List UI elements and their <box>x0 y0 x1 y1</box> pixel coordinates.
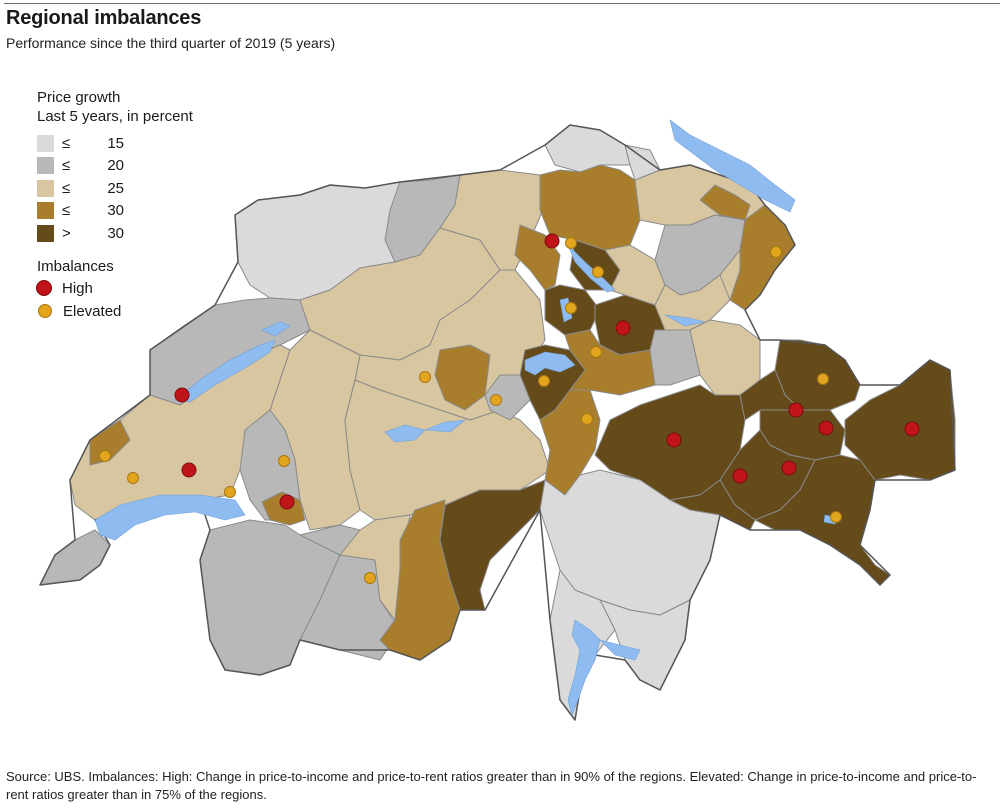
lake-geneva <box>94 494 246 541</box>
marker-high <box>279 494 295 510</box>
regions <box>39 124 956 721</box>
marker-elevated <box>565 302 577 314</box>
legend-class-1: ≤ 15 <box>37 132 193 155</box>
lake-lugano <box>599 639 641 661</box>
region-sarganserland <box>649 329 701 386</box>
marker-elevated <box>590 346 602 358</box>
legend-operator: ≤ <box>62 157 71 175</box>
top-rule <box>4 3 1000 4</box>
legend-class-4: ≤ 30 <box>37 200 193 223</box>
marker-elevated <box>770 246 782 258</box>
legend-swatch <box>37 134 54 152</box>
legend-swatch <box>37 157 54 175</box>
legend-imbalance-label: Elevated <box>63 302 122 320</box>
marker-high <box>544 233 560 249</box>
lake-lucerne <box>524 351 576 376</box>
legend-value: 20 <box>107 157 124 175</box>
marker-high <box>615 320 631 336</box>
lake-neuchatel <box>174 339 276 403</box>
marker-elevated <box>127 472 139 484</box>
legend-title-line1: Price growth <box>37 89 121 106</box>
region-obwalden <box>484 374 531 421</box>
marker-elevated <box>224 486 236 498</box>
legend-operator: ≤ <box>62 202 71 220</box>
marker-high <box>904 421 920 437</box>
marker-high <box>788 402 804 418</box>
legend-operator: ≤ <box>62 179 71 197</box>
marker-elevated <box>364 572 376 584</box>
lake-walen <box>664 314 706 327</box>
legend-imbalance-elevated: Elevated <box>37 300 193 323</box>
region-schaffhausen <box>544 124 631 173</box>
lake-maggiore <box>567 619 601 716</box>
marker-high <box>181 462 197 478</box>
legend-value: 15 <box>107 134 124 152</box>
legend-dot-high <box>36 280 52 296</box>
lake-constance <box>669 119 796 213</box>
lake-thun <box>384 424 426 443</box>
legend-dot-elevated <box>38 304 52 318</box>
marker-elevated <box>419 371 431 383</box>
legend-class-2: ≤ 20 <box>37 155 193 178</box>
legend-value: 30 <box>107 202 124 220</box>
legend-imbalance-high: High <box>36 277 193 300</box>
marker-elevated <box>830 511 842 523</box>
legend-operator: > <box>62 224 71 242</box>
legend-operator: ≤ <box>62 134 71 152</box>
legend: Price growth Last 5 years, in percent ≤ … <box>36 88 193 323</box>
legend-imbalances-title: Imbalances <box>37 257 114 275</box>
region-luzern <box>434 344 491 411</box>
region-schaffhausen-east <box>624 144 661 181</box>
marker-high <box>174 387 190 403</box>
region-st-gallen-north <box>699 184 751 221</box>
marker-elevated <box>538 375 550 387</box>
legend-imbalance-label: High <box>62 279 93 297</box>
country-outline <box>39 124 956 721</box>
region-bern-east <box>344 379 551 521</box>
marker-elevated <box>99 450 111 462</box>
region-central-mid <box>564 329 656 396</box>
marker-elevated <box>581 413 593 425</box>
legend-value: 25 <box>107 179 124 197</box>
legend-swatch <box>37 179 54 197</box>
lake-zurich <box>567 244 616 293</box>
lakes <box>94 119 839 716</box>
legend-value: 30 <box>107 224 124 242</box>
lake-brienz <box>424 419 466 433</box>
legend-title-line2: Last 5 years, in percent <box>37 108 193 125</box>
legend-swatch <box>37 224 54 242</box>
region-chur <box>739 369 801 421</box>
legend-class-5: > 30 <box>37 222 193 245</box>
region-appenzell <box>719 249 741 301</box>
source-note: Source: UBS. Imbalances: High: Change in… <box>6 769 977 802</box>
lake-biel <box>261 321 291 337</box>
marker-high <box>666 432 682 448</box>
imbalance-markers <box>99 233 920 584</box>
marker-elevated <box>278 455 290 467</box>
switzerland-map <box>39 119 956 721</box>
marker-high <box>732 468 748 484</box>
marker-elevated <box>565 237 577 249</box>
marker-high <box>781 460 797 476</box>
marker-elevated <box>817 373 829 385</box>
legend-swatch <box>37 202 54 220</box>
figure-title: Regional imbalances <box>6 7 202 29</box>
marker-elevated <box>592 266 604 278</box>
figure-subtitle: Performance since the third quarter of 2… <box>6 35 336 51</box>
region-glarus <box>689 319 761 396</box>
legend-class-3: ≤ 25 <box>37 177 193 200</box>
marker-elevated <box>490 394 502 406</box>
marker-high <box>818 420 834 436</box>
